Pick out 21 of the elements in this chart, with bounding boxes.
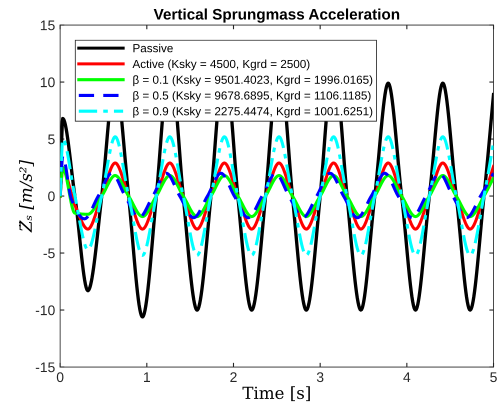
x-axis-title: Time [s] xyxy=(242,386,310,402)
x-tick-label: 1 xyxy=(144,372,150,382)
legend-label: β = 0.5 (Ksky = 9678.6895, Kgrd = 1106.1185) xyxy=(133,91,371,102)
y-tick-label: 10 xyxy=(40,77,55,88)
x-tick-label: 5 xyxy=(490,372,497,382)
y-tick-label: -10 xyxy=(36,305,55,316)
x-tick-label: 4 xyxy=(403,372,410,382)
y-axis-title: Z̈ₛ [m/s²] xyxy=(18,160,34,233)
x-tick-label: 0 xyxy=(56,372,64,382)
y-tick-label: -15 xyxy=(36,362,55,372)
legend-label: Active (Ksky = 4500, Kgrd = 2500) xyxy=(132,60,310,70)
chart-title: Vertical Sprungmass Acceleration xyxy=(154,8,400,23)
legend-label: β = 0.1 (Ksky = 9501.4023, Kgrd = 1996.0165) xyxy=(133,75,372,86)
legend-label: Passive xyxy=(133,44,173,52)
y-tick-label: 15 xyxy=(40,20,55,30)
x-tick-label: 2 xyxy=(230,372,237,382)
y-tick-label: 5 xyxy=(48,134,55,144)
y-tick-label: -5 xyxy=(44,248,55,258)
legend-label: β = 0.9 (Ksky = 2275.4474, Kgrd = 1001.6251) xyxy=(133,106,372,118)
y-tick-label: 0 xyxy=(48,191,55,202)
x-tick-label: 3 xyxy=(316,372,324,382)
